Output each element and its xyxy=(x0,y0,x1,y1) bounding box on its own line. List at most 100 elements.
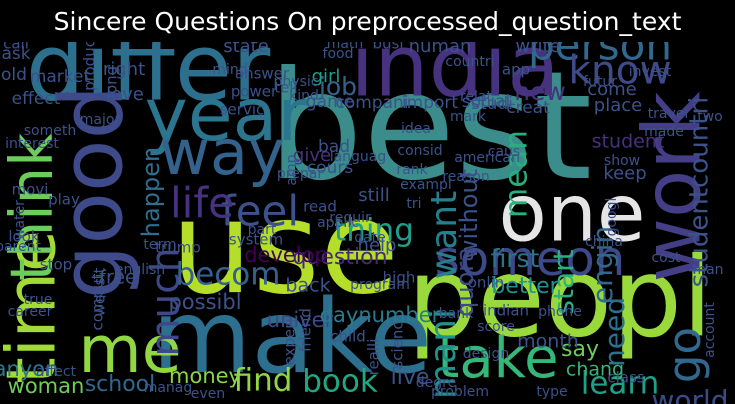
cloud-word: feel xyxy=(221,187,299,236)
cloud-word: indian xyxy=(483,302,529,320)
cloud-word: idea xyxy=(401,121,431,137)
cloud-word: best xyxy=(268,42,592,214)
cloud-word: futur xyxy=(583,74,617,90)
cloud-word: without xyxy=(455,169,483,259)
cloud-word: app xyxy=(502,61,530,79)
cloud-word: person xyxy=(528,42,672,70)
cloud-word: show xyxy=(604,153,640,169)
cloud-word: onlin xyxy=(468,274,505,292)
cloud-word: market xyxy=(30,67,91,87)
cloud-word: mani xyxy=(423,309,464,399)
cloud-word: servic xyxy=(220,101,265,119)
cloud-word: thing xyxy=(334,213,414,249)
cloud-word: long xyxy=(103,66,121,98)
cloud-word: bank xyxy=(439,306,474,322)
cloud-word: better xyxy=(491,274,559,299)
cloud-word: degre xyxy=(416,375,456,391)
cloud-word: studentcountri xyxy=(685,97,715,288)
cloud-word: state xyxy=(223,42,269,57)
cloud-word: english xyxy=(115,262,165,278)
cloud-word: made xyxy=(644,124,684,140)
cloud-word: find xyxy=(234,363,293,399)
cloud-word: start xyxy=(547,249,580,314)
cloud-word: travel xyxy=(648,106,689,122)
cloud-word: new xyxy=(514,77,566,106)
cloud-word: invest xyxy=(629,64,672,80)
cloud-word: differ xyxy=(26,42,271,121)
cloud-word: applic xyxy=(317,215,359,231)
cloud-word: man xyxy=(692,262,723,278)
cloud-word: parent xyxy=(0,239,41,255)
cloud-word: give xyxy=(293,145,331,166)
cloud-word: true xyxy=(24,292,53,308)
cloud-word: someth xyxy=(24,123,76,139)
cloud-word: look xyxy=(8,228,40,246)
cloud-word: math xyxy=(327,42,364,52)
cloud-word: social xyxy=(462,92,510,112)
cloud-word: product xyxy=(81,42,99,91)
cloud-word: love xyxy=(106,84,144,105)
cloud-word: prepar xyxy=(277,166,323,182)
cloud-word: quora xyxy=(451,247,479,317)
cloud-word: physic xyxy=(274,74,319,90)
cloud-word: keep xyxy=(603,163,646,184)
cloud-word: requir xyxy=(329,210,371,226)
cloud-word: date xyxy=(354,230,386,246)
cloud-word: girl xyxy=(312,66,341,87)
cloud-word: major xyxy=(80,112,121,128)
cloud-word: becom xyxy=(176,257,281,293)
cloud-word: program xyxy=(350,277,410,293)
cloud-word: world xyxy=(651,384,728,404)
cloud-word: reason xyxy=(442,169,489,185)
cloud-word: ask xyxy=(1,44,30,64)
cloud-word: career xyxy=(8,304,53,320)
cloud-word: googl xyxy=(604,198,620,237)
cloud-word: interest xyxy=(5,136,59,152)
cloud-word: use xyxy=(171,173,399,323)
cloud-word: want xyxy=(424,191,465,279)
cloud-word: think xyxy=(0,133,66,281)
cloud-word: high xyxy=(383,269,416,287)
cloud-word: import xyxy=(402,93,458,113)
cloud-word: say xyxy=(561,337,599,362)
cloud-word: chang xyxy=(566,359,624,381)
cloud-word: score xyxy=(477,319,515,335)
cloud-word: call xyxy=(3,42,29,53)
cloud-word: daynumber xyxy=(320,303,441,327)
cloud-word: studi xyxy=(471,94,513,114)
cloud-word: two xyxy=(697,109,723,125)
cloud-word: mind xyxy=(212,62,247,78)
cloud-word: design xyxy=(463,346,509,362)
cloud-word: one xyxy=(498,167,645,259)
cloud-word: help xyxy=(358,235,397,256)
cloud-word: creat xyxy=(506,98,550,118)
cloud-word: child xyxy=(330,328,366,346)
cloud-word: stop xyxy=(40,256,72,274)
cloud-word: month xyxy=(517,331,579,353)
cloud-word: india xyxy=(350,42,560,116)
cloud-word: book xyxy=(302,364,378,400)
cloud-word: anyon xyxy=(0,357,58,381)
cloud-word: old xyxy=(1,65,27,85)
cloud-word: scienc xyxy=(389,321,407,368)
cloud-word: peopl xyxy=(407,233,712,361)
cloud-word: happen xyxy=(137,147,165,237)
cloud-word: back xyxy=(285,275,330,297)
cloud-word: work xyxy=(626,91,718,282)
cloud-word: possibl xyxy=(168,290,241,314)
cloud-word: china xyxy=(585,234,623,250)
cloud-word: human xyxy=(409,42,472,57)
cloud-word: year xyxy=(145,73,309,158)
cloud-word: tell xyxy=(274,79,297,97)
cloud-word: system xyxy=(229,231,283,249)
cloud-word: consid xyxy=(397,143,442,159)
cloud-word: realli xyxy=(365,339,383,376)
cloud-word: power xyxy=(231,83,278,101)
cloud-word: trump xyxy=(155,239,201,257)
cloud-word: amp xyxy=(284,154,300,185)
cloud-word: free xyxy=(99,267,136,289)
cloud-word: place xyxy=(594,95,642,116)
chart-title: Sincere Questions On preprocessed_questi… xyxy=(53,7,682,36)
cloud-word: cours xyxy=(307,158,354,178)
cloud-word: good xyxy=(42,85,142,299)
